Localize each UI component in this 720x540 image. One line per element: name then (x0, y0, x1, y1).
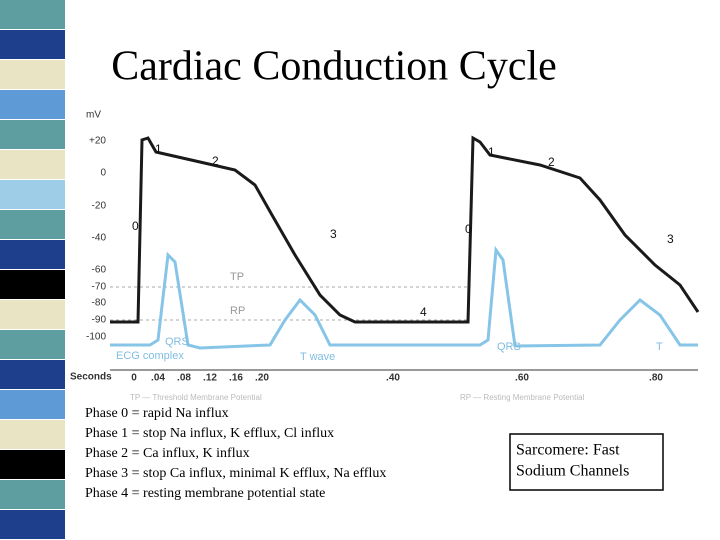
x-axis-title: Seconds (70, 372, 112, 383)
x-label: .40 (386, 373, 400, 384)
caption: TP — Threshold Membrane Potential (130, 393, 262, 402)
y-label: -70 (92, 282, 107, 293)
x-label: .12 (203, 373, 217, 384)
caption: RP — Resting Membrane Potential (460, 393, 585, 402)
phase-line: Phase 0 = rapid Na influx (85, 406, 229, 421)
stripe-cell (0, 270, 65, 299)
y-label: -60 (92, 265, 107, 276)
phase-label: 1 (155, 142, 162, 156)
x-label: 0 (131, 373, 137, 384)
stripe-cell (0, 300, 65, 329)
y-label: -20 (92, 201, 107, 212)
x-label: .08 (177, 373, 191, 384)
x-label: .80 (649, 373, 663, 384)
y-label: -100 (86, 332, 106, 343)
stripe-cell (0, 120, 65, 149)
phase-label: 1 (488, 145, 495, 159)
phase-label: 2 (548, 155, 555, 169)
stripe-cell (0, 180, 65, 209)
phase-list: Phase 0 = rapid Na influx Phase 1 = stop … (85, 406, 386, 501)
stripe-cell (0, 360, 65, 389)
stripe-cell (0, 30, 65, 59)
ecg-label: T (656, 341, 663, 353)
phase-label: 3 (330, 227, 337, 241)
phase-line: Phase 1 = stop Na influx, K efflux, Cl i… (85, 426, 334, 441)
ecg-label: QRS (165, 336, 189, 348)
stripe-cell (0, 210, 65, 239)
stripe-cell (0, 450, 65, 479)
figure: mV +20 0 -20 -40 -60 -70 -80 -90 -100 Seconds 0 .04.… (70, 95, 700, 405)
rp-label: RP (230, 305, 245, 317)
stripe-cell (0, 390, 65, 419)
decor-stripe (0, 0, 65, 539)
note-line: Sodium Channels (516, 463, 629, 480)
phase-line: Phase 4 = resting membrane potential sta… (85, 486, 325, 501)
phase-label: 3 (667, 232, 674, 246)
phase-label: 2 (212, 154, 219, 168)
note-line: Sarcomere: Fast (516, 442, 620, 459)
stripe-cell (0, 90, 65, 119)
phase-label: 4 (420, 305, 427, 319)
x-label: .60 (515, 373, 529, 384)
stripe-cell (0, 0, 65, 29)
y-unit: mV (86, 110, 101, 121)
ecg-label: T wave (300, 351, 335, 363)
phase-label: 0 (465, 222, 472, 236)
y-label: -40 (92, 233, 107, 244)
figure-labels: mV +20 0 -20 -40 -60 -70 -80 -90 -100 Seconds 0 .04.… (70, 110, 674, 402)
y-label: -80 (92, 298, 107, 309)
slide-title: Cardiac Conduction Cycle (111, 44, 557, 90)
stripe-cell (0, 510, 65, 539)
tp-label: TP (230, 271, 244, 283)
phase-line: Phase 2 = Ca influx, K influx (85, 446, 250, 461)
stripe-cell (0, 240, 65, 269)
stripe-cell (0, 150, 65, 179)
phase-label: 0 (132, 219, 139, 233)
x-label: .16 (229, 373, 243, 384)
phase-line: Phase 3 = stop Ca influx, minimal K effl… (85, 466, 386, 481)
note-box (509, 433, 664, 491)
x-label: .04 (151, 373, 165, 384)
figure-bg (70, 95, 698, 405)
action-potential (110, 135, 700, 324)
x-label: .20 (255, 373, 269, 384)
stripe-cell (0, 330, 65, 359)
ecg-label: QRS (497, 341, 521, 353)
ecg-trace (110, 245, 698, 350)
ecg-label: ECG complex (116, 350, 184, 362)
y-label: 0 (100, 168, 106, 179)
stripe-cell (0, 420, 65, 449)
stripe-cell (0, 480, 65, 509)
stripe-cell (0, 60, 65, 89)
y-label: +20 (89, 136, 106, 147)
y-label: -90 (92, 315, 107, 326)
